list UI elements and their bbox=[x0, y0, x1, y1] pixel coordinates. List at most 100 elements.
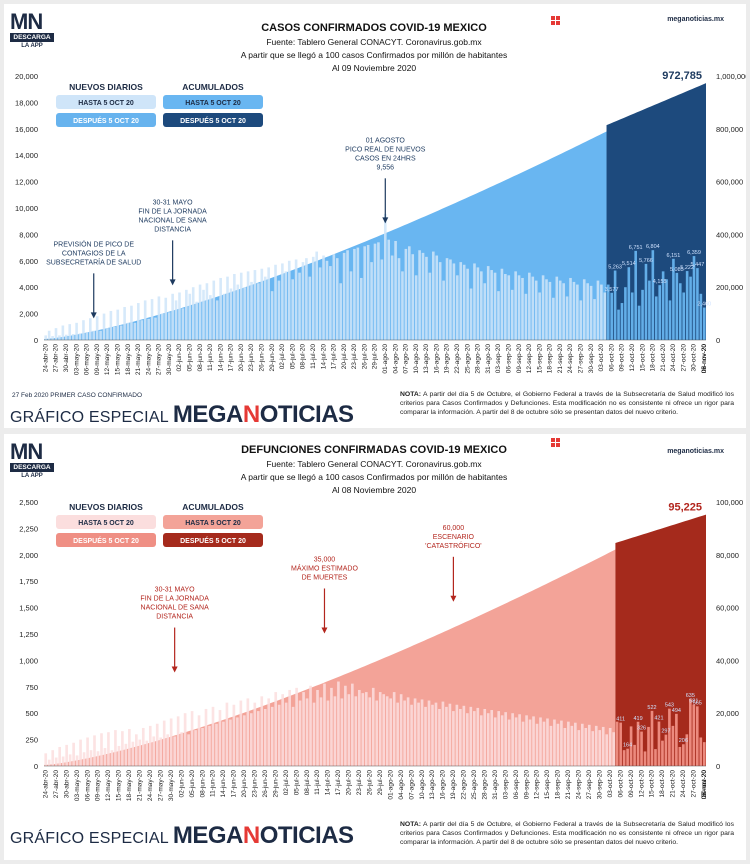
date-tick-label: 05-nov-20 bbox=[701, 770, 708, 800]
daily-bar bbox=[222, 293, 226, 340]
daily-bar bbox=[434, 702, 438, 766]
daily-bar bbox=[65, 744, 68, 766]
annotation-text: PREVISIÓN DE PICO DE bbox=[53, 239, 134, 248]
daily-bar bbox=[675, 713, 678, 766]
daily-bar bbox=[253, 270, 257, 340]
daily-bar bbox=[661, 271, 665, 340]
daily-bar bbox=[448, 703, 452, 766]
legend-cumulative-after-label: DESPUÉS 5 OCT 20 bbox=[180, 116, 246, 125]
cumulative-axis-tick: 400,000 bbox=[716, 230, 743, 239]
daily-bar bbox=[75, 322, 78, 340]
daily-bar bbox=[330, 687, 333, 766]
daily-bar bbox=[64, 334, 68, 340]
date-tick-label: 20-jul-20 bbox=[341, 344, 348, 370]
date-tick-label: 16-ago-20 bbox=[433, 344, 440, 374]
cases-subtitle: A partir que se llegó a 100 casos Confir… bbox=[240, 50, 508, 60]
site-url[interactable]: meganoticias.mx bbox=[667, 448, 724, 455]
daily-bar bbox=[627, 267, 631, 340]
date-tick-label: 29-jul-20 bbox=[377, 770, 384, 796]
daily-bar bbox=[47, 330, 51, 340]
daily-bar bbox=[657, 721, 661, 766]
daily-bar bbox=[305, 258, 308, 340]
date-tick-label: 17-jul-20 bbox=[335, 770, 342, 796]
daily-bar bbox=[425, 256, 428, 340]
daily-bar bbox=[344, 685, 347, 766]
daily-axis-tick: 6,000 bbox=[19, 257, 38, 266]
daily-bar bbox=[545, 279, 548, 340]
bar-value-label: 3,577 bbox=[605, 287, 619, 293]
daily-axis-tick: 750 bbox=[25, 683, 38, 692]
daily-bar bbox=[682, 744, 685, 766]
daily-bar bbox=[218, 710, 222, 766]
mn-logo[interactable]: MN DESCARGA LA APP bbox=[10, 441, 54, 479]
daily-bar bbox=[109, 310, 113, 340]
daily-bar bbox=[569, 277, 572, 340]
daily-bar bbox=[113, 326, 116, 340]
daily-bar bbox=[68, 754, 72, 766]
site-url[interactable]: meganoticias.mx bbox=[667, 16, 724, 23]
annotation-text: SUBSECRETARÍA DE SALUD bbox=[46, 257, 141, 266]
daily-bar bbox=[424, 706, 427, 766]
date-tick-label: 19-ago-20 bbox=[450, 770, 457, 800]
date-tick-label: 24-oct-20 bbox=[670, 344, 677, 372]
daily-bar bbox=[309, 685, 312, 766]
daily-bar bbox=[197, 715, 201, 766]
date-tick-label: 18-oct-20 bbox=[650, 344, 657, 372]
daily-bar bbox=[141, 727, 145, 766]
date-tick-label: 09-oct-20 bbox=[628, 770, 635, 798]
daily-bar bbox=[392, 692, 396, 766]
daily-bar bbox=[483, 283, 487, 340]
mn-logo[interactable]: MN DESCARGA LA APP bbox=[10, 11, 54, 49]
date-tick-label: 30-sep-20 bbox=[588, 344, 595, 374]
daily-bar bbox=[150, 299, 154, 340]
daily-axis-tick: 14,000 bbox=[15, 151, 38, 160]
daily-bar bbox=[497, 291, 500, 340]
date-tick-label: 31-ago-20 bbox=[485, 344, 492, 374]
daily-bar bbox=[174, 300, 178, 340]
date-tick-label: 30-sep-20 bbox=[596, 770, 603, 800]
daily-bar bbox=[531, 276, 535, 340]
bar-value-label: 4,155 bbox=[653, 279, 667, 285]
date-tick-label: 21-oct-20 bbox=[670, 770, 677, 798]
daily-bar bbox=[528, 719, 532, 766]
daily-bar bbox=[116, 309, 120, 340]
daily-bar bbox=[514, 271, 517, 340]
daily-bar bbox=[128, 729, 131, 766]
date-tick-label: 27-oct-20 bbox=[691, 770, 698, 798]
bar-value-label: 6,751 bbox=[629, 245, 643, 251]
cumulative-axis-tick: 800,000 bbox=[716, 125, 743, 134]
daily-bar bbox=[243, 287, 246, 340]
daily-bar bbox=[483, 708, 487, 766]
daily-bar bbox=[110, 750, 114, 766]
date-tick-label: 23-jun-20 bbox=[248, 344, 255, 372]
daily-bar bbox=[521, 277, 524, 340]
annotation-text: DISTANCIA bbox=[156, 614, 193, 621]
daily-bar bbox=[441, 701, 445, 766]
daily-bar bbox=[518, 714, 521, 766]
daily-bar bbox=[368, 697, 372, 766]
daily-bar bbox=[335, 258, 339, 340]
daily-bar bbox=[294, 259, 298, 340]
annotation-text: FIN DE LA JORNADA bbox=[138, 208, 207, 215]
date-tick-label: 14-jun-20 bbox=[217, 344, 224, 372]
daily-bar bbox=[347, 694, 351, 766]
legend-daily-before-swatch bbox=[56, 515, 156, 529]
app-label: LA APP bbox=[21, 43, 43, 49]
daily-bar bbox=[397, 258, 401, 340]
footer-brand: GRÁFICO ESPECIAL MEGANOTICIAS bbox=[10, 401, 354, 429]
daily-bar bbox=[99, 330, 102, 340]
daily-bar bbox=[277, 280, 281, 340]
date-tick-label: 30-oct-20 bbox=[691, 344, 698, 372]
bar-value-label: 6,804 bbox=[646, 244, 660, 250]
date-tick-label: 10-ago-20 bbox=[413, 344, 420, 374]
daily-bar bbox=[357, 689, 361, 766]
daily-bar bbox=[576, 284, 579, 340]
daily-bar bbox=[541, 275, 545, 340]
daily-axis-tick: 4,000 bbox=[19, 283, 38, 292]
daily-bar bbox=[668, 300, 672, 340]
daily-bar bbox=[420, 699, 424, 766]
date-tick-label: 11-jul-20 bbox=[310, 344, 317, 369]
date-tick-label: 15-may-20 bbox=[116, 770, 123, 801]
date-tick-label: 26-jun-20 bbox=[259, 344, 266, 372]
daily-bar bbox=[493, 272, 497, 340]
